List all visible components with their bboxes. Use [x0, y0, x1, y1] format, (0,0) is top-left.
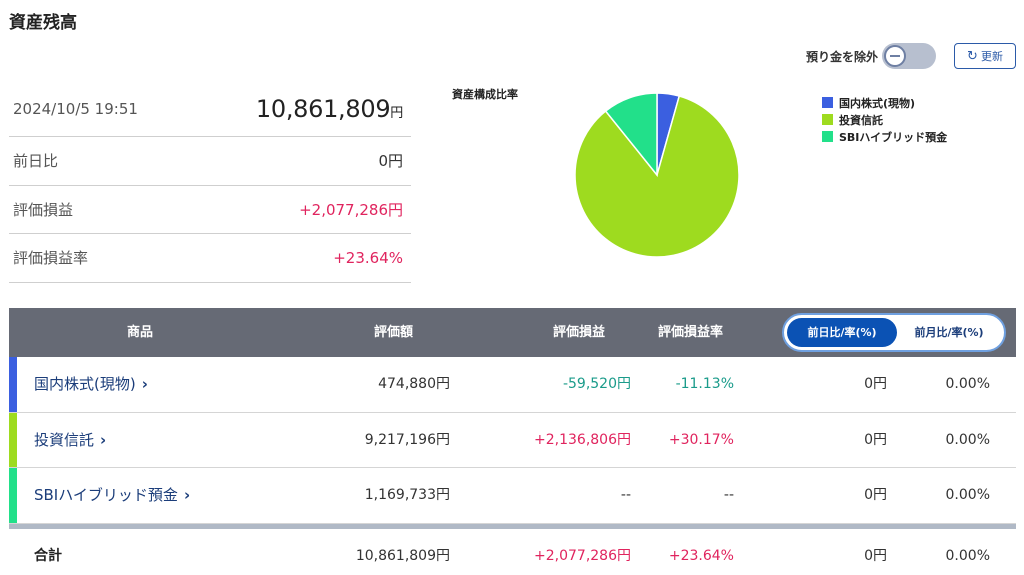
product-link[interactable]: 国内株式(現物) ›	[34, 357, 148, 412]
summary-datetime: 2024/10/5 19:51	[13, 100, 138, 118]
tab-day-change[interactable]: 前日比/率(%)	[787, 318, 897, 347]
summary-label: 評価損益	[13, 200, 74, 219]
minus-icon	[890, 55, 901, 57]
asset-allocation-pie-chart	[574, 92, 740, 258]
product-name: SBIハイブリッド預金	[34, 486, 178, 504]
cell-pl: --	[620, 487, 631, 503]
cell-pl-rate: -11.13%	[675, 376, 734, 392]
cell-diff-rate: 0.00%	[945, 431, 990, 448]
cell-diff: 0円	[864, 376, 887, 392]
product-name: 投資信託	[34, 430, 95, 449]
cell-value: 9,217,196円	[364, 431, 450, 448]
chevron-right-icon: ›	[141, 375, 148, 393]
pie-slice-2	[574, 95, 740, 258]
total-amount: 10,861,809	[255, 95, 391, 123]
summary-row-pl: 評価損益 +2,077,286円	[9, 186, 411, 234]
legend-item: 投資信託	[822, 111, 947, 128]
total-row: 合計 10,861,809円 +2,077,286円 +23.64% 0円 0.…	[9, 529, 1016, 575]
exclude-deposit-toggle[interactable]	[882, 43, 937, 69]
summary-row-day-change: 前日比 0円	[9, 137, 411, 186]
legend-item: 国内株式(現物)	[822, 94, 947, 111]
legend-item: SBIハイブリッド預金	[822, 128, 947, 145]
total-pl-rate: +23.64%	[668, 547, 734, 564]
tab-month-change[interactable]: 前月比/率(%)	[914, 326, 984, 339]
comparison-tab-switch: 前日比/率(%) 前月比/率(%)	[782, 313, 1006, 352]
chevron-right-icon: ›	[183, 486, 191, 504]
pie-chart-title: 資産構成比率	[452, 88, 518, 101]
row-color-bar	[9, 357, 17, 412]
exclude-deposit-toggle-area: 預り金を除外	[806, 42, 937, 70]
total-divider	[9, 523, 1016, 529]
exclude-deposit-label: 預り金を除外	[806, 49, 879, 64]
product-link[interactable]: 投資信託 ›	[34, 413, 106, 468]
summary-value: +23.64%	[333, 248, 403, 267]
total-diff: 0円	[864, 547, 887, 564]
chevron-right-icon: ›	[100, 430, 107, 449]
summary-panel: 2024/10/5 19:51 10,861,809円 前日比 0円 評価損益 …	[9, 82, 411, 283]
summary-value: +2,077,286円	[299, 200, 403, 219]
total-diff-rate: 0.00%	[945, 547, 990, 564]
refresh-button[interactable]: ↻ 更新	[954, 43, 1016, 69]
cell-diff-rate: 0.00%	[945, 487, 990, 503]
header-product: 商品	[127, 325, 154, 340]
legend-label: 国内株式(現物)	[839, 96, 916, 110]
product-link[interactable]: SBIハイブリッド預金 ›	[34, 468, 190, 523]
table-row: SBIハイブリッド預金 › 1,169,733円 -- -- 0円 0.00%	[9, 468, 1016, 524]
cell-value: 1,169,733円	[364, 487, 450, 503]
cell-diff: 0円	[864, 487, 887, 503]
table-row: 国内株式(現物) › 474,880円 -59,520円 -11.13% 0円 0…	[9, 357, 1016, 413]
summary-row-pl-rate: 評価損益率 +23.64%	[9, 234, 411, 283]
summary-label: 前日比	[13, 152, 59, 171]
legend-label: SBIハイブリッド預金	[839, 130, 948, 144]
toggle-knob	[884, 45, 907, 67]
pie-legend: 国内株式(現物) 投資信託 SBIハイブリッド預金	[822, 94, 947, 145]
total-pl: +2,077,286円	[534, 547, 631, 564]
summary-value: 0円	[378, 152, 403, 171]
holdings-table: 商品 評価額 評価損益 評価損益率 前日比/率(%) 前月比/率(%) 国内株式…	[9, 308, 1016, 575]
table-header: 商品 評価額 評価損益 評価損益率 前日比/率(%) 前月比/率(%)	[9, 308, 1016, 357]
cell-value: 474,880円	[378, 376, 450, 392]
cell-pl-rate: --	[723, 487, 734, 503]
cell-pl-rate: +30.17%	[668, 431, 734, 448]
refresh-icon: ↻	[967, 48, 978, 64]
total-label: 合計	[34, 547, 62, 564]
refresh-label: 更新	[980, 50, 1003, 63]
summary-label: 評価損益率	[13, 249, 89, 268]
cell-diff-rate: 0.00%	[945, 376, 990, 392]
total-unit: 円	[390, 106, 403, 121]
cell-pl: -59,520円	[562, 376, 631, 392]
summary-total-row: 2024/10/5 19:51 10,861,809円	[9, 82, 411, 137]
summary-total-value: 10,861,809円	[256, 95, 403, 123]
total-value: 10,861,809円	[355, 547, 450, 564]
legend-label: 投資信託	[839, 113, 883, 127]
row-color-bar	[9, 468, 17, 523]
table-row: 投資信託 › 9,217,196円 +2,136,806円 +30.17% 0円 …	[9, 412, 1016, 468]
page-title: 資産残高	[9, 13, 77, 33]
legend-swatch	[822, 131, 833, 142]
cell-pl: +2,136,806円	[534, 431, 631, 448]
row-color-bar	[9, 412, 17, 467]
product-name: 国内株式(現物)	[34, 375, 136, 393]
cell-diff: 0円	[864, 431, 887, 448]
header-value: 評価額	[374, 325, 414, 340]
legend-swatch	[822, 114, 833, 125]
header-pl-rate: 評価損益率	[658, 325, 724, 340]
legend-swatch	[822, 97, 833, 108]
pie-slice-3	[604, 92, 658, 178]
header-pl: 評価損益	[553, 325, 606, 340]
